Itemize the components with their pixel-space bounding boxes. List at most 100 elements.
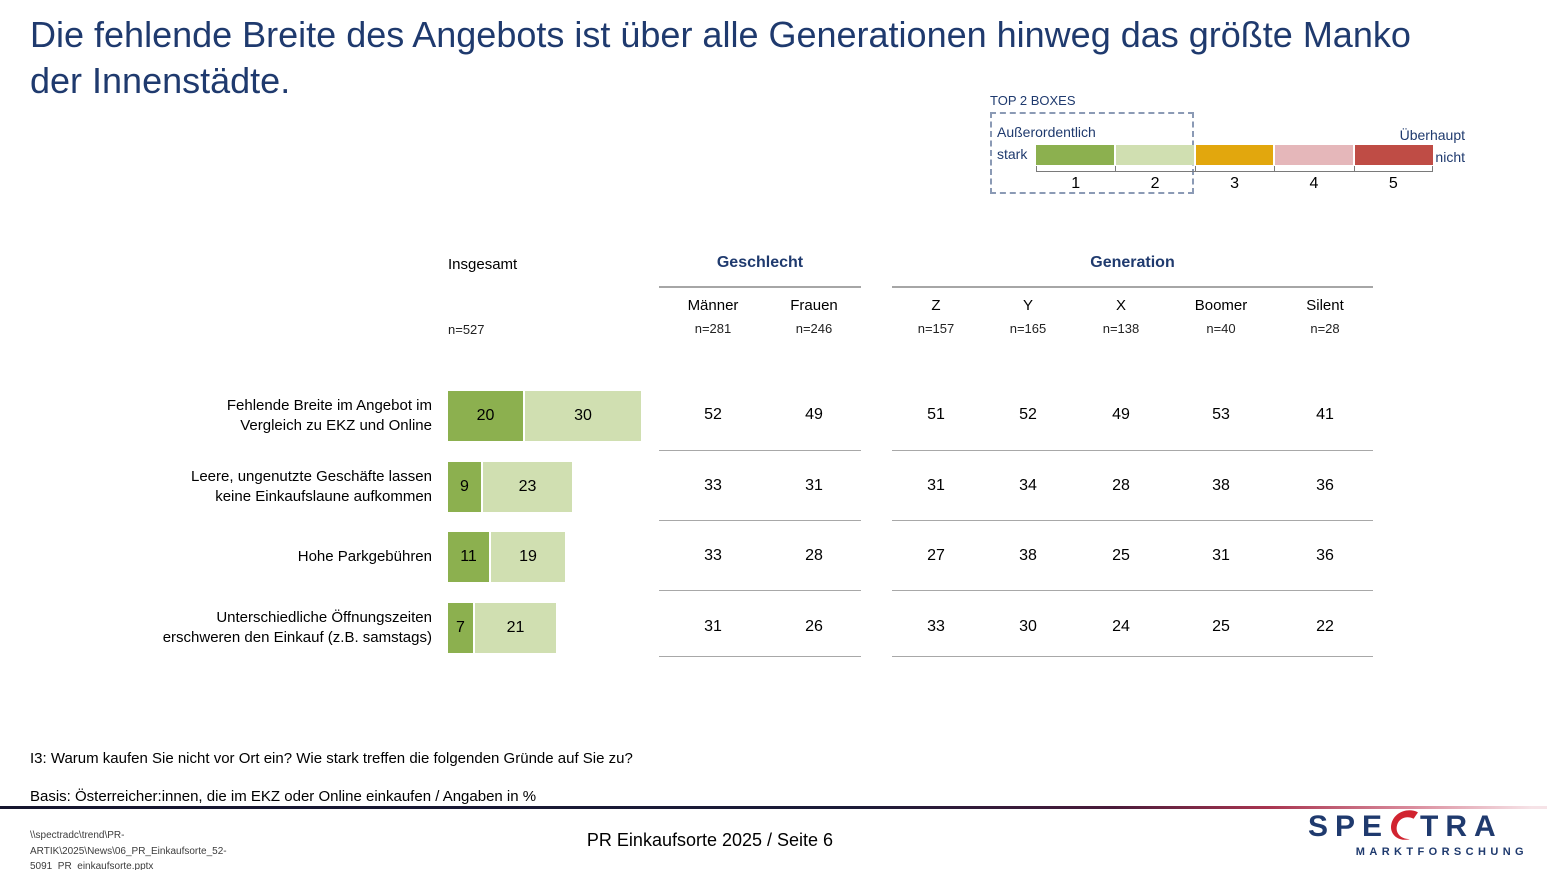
table-cell: 51 xyxy=(927,406,945,423)
row-separator xyxy=(659,590,861,591)
bar-segment-scale2: 23 xyxy=(483,462,572,512)
legend-segment-4 xyxy=(1275,145,1356,165)
logo-subtitle: MARKTFORSCHUNG xyxy=(1355,846,1528,858)
legend-scale-4: 4 xyxy=(1309,175,1319,192)
bar-segment-scale2: 19 xyxy=(491,532,565,582)
table-cell: 22 xyxy=(1316,618,1334,635)
group-header-underline-generation xyxy=(892,286,1373,288)
column-n-gen-y: n=165 xyxy=(1009,321,1047,336)
logo-text-pre: SPE xyxy=(1308,810,1390,843)
bar-segment-scale1: 7 xyxy=(448,603,475,653)
divider-line xyxy=(0,806,1547,809)
logo-text-post: TRA xyxy=(1420,810,1503,843)
footer-page-info: PR Einkaufsorte 2025 / Seite 6 xyxy=(586,830,834,850)
table-cell: 33 xyxy=(704,477,722,494)
table-cell: 30 xyxy=(1019,618,1037,635)
legend-left-label-line2: stark xyxy=(997,146,1028,162)
group-header-underline-geschlecht xyxy=(659,286,861,288)
table-cell: 31 xyxy=(704,618,722,635)
table-cell: 34 xyxy=(1019,477,1037,494)
column-n-boomer: n=40 xyxy=(1206,321,1236,336)
stacked-bar: 20 30 xyxy=(448,391,641,441)
legend-scale-1: 1 xyxy=(1071,175,1081,192)
table-cell: 31 xyxy=(1212,547,1230,564)
bar-segment-scale1: 11 xyxy=(448,532,491,582)
table-cell: 36 xyxy=(1316,547,1334,564)
row-label: Fehlende Breite im Angebot im Vergleich … xyxy=(226,396,432,434)
footnote-basis: Basis: Österreicher:innen, die im EKZ od… xyxy=(30,788,537,805)
row-separator xyxy=(892,450,1373,451)
bar-segment-scale2: 21 xyxy=(475,603,556,653)
file-path-line2: 5091_PR_einkaufsorte.pptx xyxy=(30,861,154,870)
spectra-swoosh-icon xyxy=(1391,810,1418,840)
column-header-gen-x: X xyxy=(1115,297,1126,314)
column-n-gen-x: n=138 xyxy=(1102,321,1140,336)
table-cell: 38 xyxy=(1019,547,1037,564)
table-cell: 49 xyxy=(805,406,823,423)
column-header-frauen: Frauen xyxy=(790,297,838,314)
spectra-logo-wordmark: SPE TRA xyxy=(1308,810,1528,844)
column-header-boomer: Boomer xyxy=(1194,297,1248,314)
legend-scale-bar xyxy=(1036,145,1433,165)
row-separator xyxy=(659,520,861,521)
top2boxes-label: TOP 2 BOXES xyxy=(990,93,1076,108)
legend-scale-numbers: 1 2 3 4 5 xyxy=(1036,175,1433,193)
table-cell: 33 xyxy=(704,547,722,564)
file-path-line1: \\spectradc\trend\PR-ARTIK\2025\News\06_… xyxy=(30,830,227,857)
column-n-maenner: n=281 xyxy=(694,321,732,336)
legend-scale-5: 5 xyxy=(1388,175,1398,192)
table-cell: 25 xyxy=(1212,618,1230,635)
legend-axis xyxy=(1036,166,1433,172)
legend-segment-2 xyxy=(1115,145,1196,165)
row-separator xyxy=(659,450,861,451)
table-cell: 28 xyxy=(805,547,823,564)
bar-segment-scale1: 20 xyxy=(448,391,525,441)
table-cell: 52 xyxy=(1019,406,1037,423)
row-separator xyxy=(659,656,861,657)
column-n-insgesamt: n=527 xyxy=(448,322,485,337)
legend-scale-2: 2 xyxy=(1150,175,1160,192)
legend-right-label: Überhaupt nicht xyxy=(1385,124,1465,168)
row-label: Leere, ungenutzte Geschäfte lassen keine… xyxy=(191,467,432,505)
table-cell: 36 xyxy=(1316,477,1334,494)
legend-right-label-line2: nicht xyxy=(1435,149,1465,165)
legend-left-label-line1: Außerordentlich xyxy=(997,124,1096,140)
bar-segment-scale2: 30 xyxy=(525,391,641,441)
table-cell: 33 xyxy=(927,618,945,635)
column-n-frauen: n=246 xyxy=(795,321,833,336)
spectra-logo: SPE TRA MARKTFORSCHUNG xyxy=(1308,810,1528,858)
table-cell: 27 xyxy=(927,547,945,564)
column-header-insgesamt: Insgesamt xyxy=(448,256,518,273)
table-cell: 49 xyxy=(1112,406,1130,423)
column-header-maenner: Männer xyxy=(687,297,739,314)
column-n-silent: n=28 xyxy=(1310,321,1340,336)
column-header-gen-y: Y xyxy=(1022,297,1033,314)
column-header-gen-z: Z xyxy=(931,297,941,314)
table-cell: 38 xyxy=(1212,477,1230,494)
legend-segment-3 xyxy=(1195,145,1276,165)
stacked-bar: 11 19 xyxy=(448,532,565,582)
table-cell: 28 xyxy=(1112,477,1130,494)
table-cell: 25 xyxy=(1112,547,1130,564)
legend-segment-1 xyxy=(1036,145,1116,165)
table-cell: 31 xyxy=(805,477,823,494)
table-cell: 24 xyxy=(1112,618,1130,635)
column-header-silent: Silent xyxy=(1306,297,1344,314)
legend-right-label-line1: Überhaupt xyxy=(1399,127,1465,143)
table-cell: 31 xyxy=(927,477,945,494)
row-separator xyxy=(892,590,1373,591)
stacked-bar: 9 23 xyxy=(448,462,572,512)
stacked-bar: 7 21 xyxy=(448,603,556,653)
slide-title: Die fehlende Breite des Angebots ist übe… xyxy=(30,14,1411,101)
table-cell: 52 xyxy=(704,406,722,423)
legend-segment-5 xyxy=(1355,145,1433,165)
table-cell: 26 xyxy=(805,618,823,635)
row-label: Unterschiedliche Öffnungszeiten erschwer… xyxy=(162,608,432,646)
bar-segment-scale1: 9 xyxy=(448,462,483,512)
group-header-geschlecht: Geschlecht xyxy=(716,254,804,271)
footnote-question: I3: Warum kaufen Sie nicht vor Ort ein? … xyxy=(30,750,633,767)
table-cell: 41 xyxy=(1316,406,1334,423)
legend-scale-3: 3 xyxy=(1230,175,1239,192)
row-separator xyxy=(892,520,1373,521)
